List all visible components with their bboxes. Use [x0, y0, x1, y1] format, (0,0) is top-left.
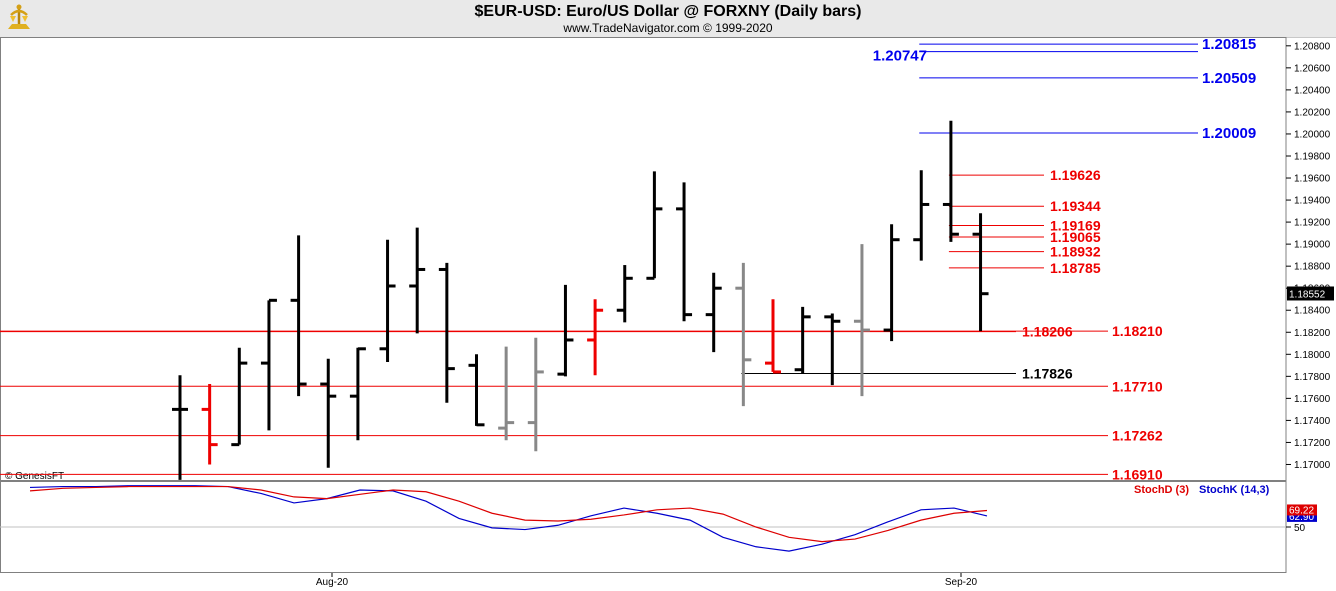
price-tick-label: 1.17800	[1294, 372, 1331, 383]
ohlc-bar	[231, 347, 248, 447]
ohlc-bar	[883, 224, 900, 342]
ohlc-bar	[587, 299, 604, 376]
date-tick-label: Sep-20	[945, 577, 978, 588]
price-tick-label: 1.19000	[1294, 240, 1331, 251]
level-label: 1.17710	[1112, 378, 1163, 394]
level-label: 1.20815	[1202, 36, 1256, 53]
level-label: 1.19626	[1050, 167, 1101, 183]
price-tick-label: 1.18800	[1294, 262, 1331, 273]
trade-navigator-logo-icon	[8, 4, 30, 29]
chart-header: $EUR-USD: Euro/US Dollar @ FORXNY (Daily…	[0, 0, 1336, 38]
price-tick-label: 1.18000	[1294, 350, 1331, 361]
chart-frame: © GenesisFT	[0, 37, 1287, 573]
price-tick-label: 1.19400	[1294, 196, 1331, 207]
ohlc-bar	[676, 182, 693, 322]
ohlc-bar	[646, 171, 663, 280]
price-tick-label: 1.17200	[1294, 438, 1331, 449]
ohlc-bar	[794, 306, 811, 374]
ohlc-bar	[260, 298, 277, 431]
level-label: 1.20509	[1202, 70, 1256, 87]
ohlc-bar	[942, 120, 959, 242]
price-tick-label: 1.17000	[1294, 460, 1331, 471]
ohlc-bar	[735, 262, 752, 407]
ohlc-bar	[438, 262, 455, 403]
price-tick-label: 1.18400	[1294, 306, 1331, 317]
ohlc-bar	[290, 235, 307, 397]
price-tick-label: 1.20400	[1294, 85, 1331, 96]
stoch-tick-label: 50	[1294, 523, 1306, 534]
date-axis: Aug-20 Sep-20	[316, 573, 978, 588]
price-tick-label: 1.20200	[1294, 107, 1331, 118]
stochk-legend: StochK (14,3)	[1199, 484, 1270, 496]
ohlc-bar	[468, 354, 485, 427]
price-tick-label: 1.17600	[1294, 394, 1331, 405]
ohlc-bar	[379, 239, 396, 363]
price-tick-label: 1.18200	[1294, 328, 1331, 339]
level-label: 1.18785	[1050, 260, 1101, 276]
stochd-legend: StochD (3)	[1134, 484, 1189, 496]
stochd-line	[29, 485, 988, 543]
price-tick-label: 1.20600	[1294, 63, 1331, 74]
ohlc-bar	[765, 299, 781, 374]
ohlc-bar	[972, 213, 989, 332]
level-label: 1.17826	[1022, 365, 1073, 381]
ohlc-bar	[824, 313, 841, 386]
ohlc-bar	[349, 347, 366, 441]
price-tick-label: 1.19200	[1294, 218, 1331, 229]
price-tick-label: 1.20800	[1294, 41, 1331, 52]
level-label: 1.19065	[1050, 229, 1101, 245]
level-label: 1.19169	[1050, 218, 1101, 234]
ohlc-bar	[705, 272, 722, 353]
stochk-value: 62.90	[1289, 512, 1314, 523]
price-levels: 1.20815 1.20747 1.20509 1.20009 1.19626 1.193…	[0, 36, 1256, 482]
price-tick-label: 1.20000	[1294, 129, 1331, 140]
current-price-label: 1.18552	[1289, 289, 1326, 300]
ohlc-bar	[913, 170, 930, 261]
ohlc-bar	[172, 375, 188, 480]
stochk-line	[29, 485, 988, 552]
level-label: 1.18210	[1112, 323, 1163, 339]
ohlc-bar	[616, 265, 633, 323]
ohlc-bar	[498, 346, 515, 441]
level-label: 1.18932	[1050, 244, 1101, 260]
stochk-value-box	[1287, 510, 1317, 522]
ohlc-bar	[853, 244, 870, 397]
level-label: 1.20747	[873, 48, 927, 65]
ohlc-bar	[201, 384, 218, 465]
stochd-value-box	[1287, 504, 1317, 516]
chart-subtitle: www.TradeNavigator.com © 1999-2020	[563, 21, 773, 35]
price-axis: 1.17000 1.17200 1.17400 1.17600 1.17800 1.180…	[1286, 41, 1334, 471]
date-tick-label: Aug-20	[316, 577, 349, 588]
watermark-text: © GenesisFT	[5, 471, 64, 482]
price-tick-label: 1.19600	[1294, 174, 1331, 185]
price-tick-label: 1.17400	[1294, 416, 1331, 427]
ohlc-bar	[557, 284, 574, 377]
ohlc-bar	[409, 227, 426, 334]
ohlc-bar	[320, 358, 337, 468]
stochd-value: 69.22	[1289, 505, 1314, 516]
level-label: 1.17262	[1112, 428, 1163, 444]
level-label: 1.20009	[1202, 125, 1256, 142]
level-label: 1.19344	[1050, 198, 1101, 214]
level-label: 1.16910	[1112, 466, 1163, 482]
current-price-box	[1287, 286, 1334, 301]
ohlc-bar	[527, 337, 544, 452]
ohlc-bars	[172, 120, 989, 480]
price-tick-label: 1.19800	[1294, 151, 1331, 162]
chart-title: $EUR-USD: Euro/US Dollar @ FORXNY (Daily…	[474, 3, 862, 20]
